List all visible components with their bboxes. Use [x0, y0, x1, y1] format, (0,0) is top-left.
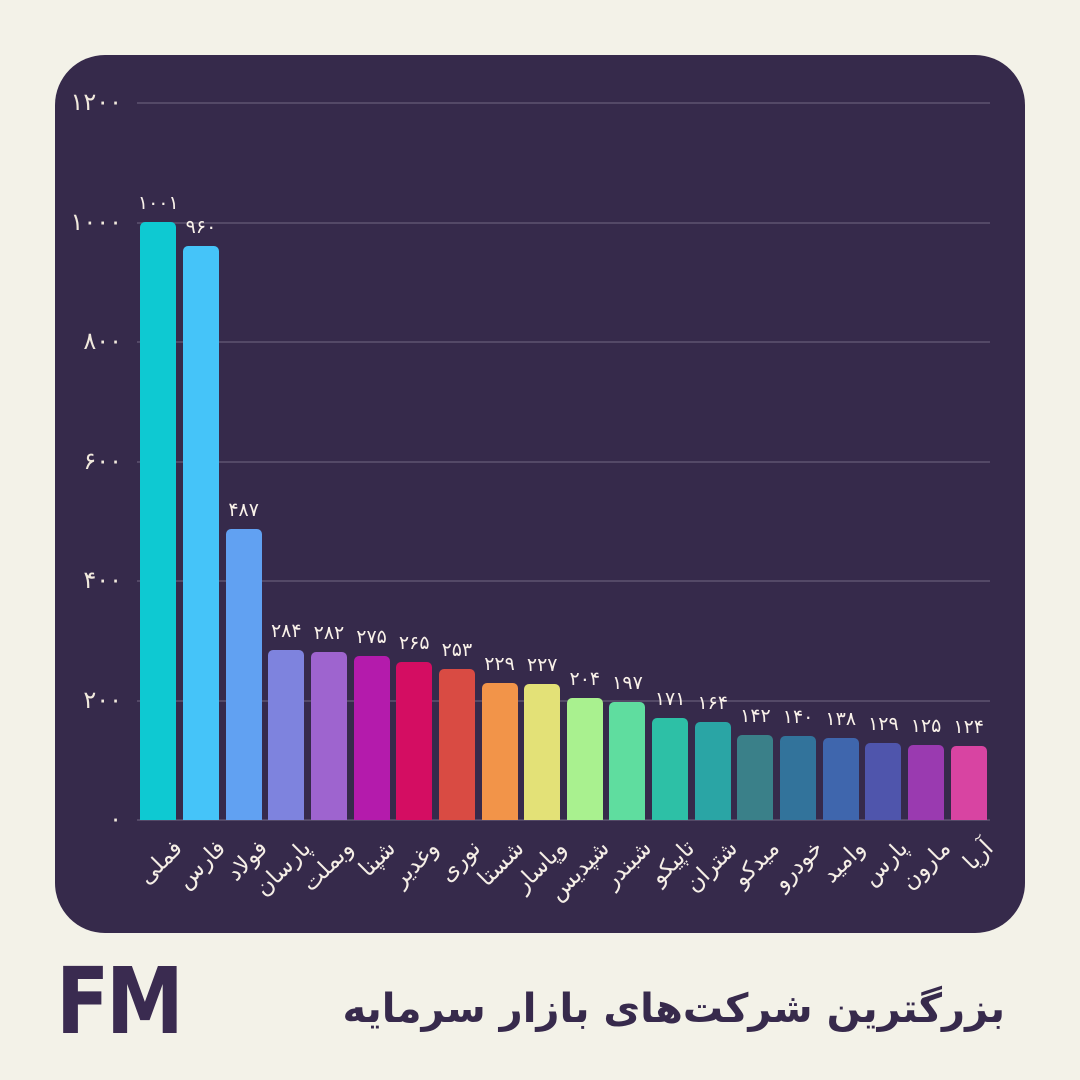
bar-value-label: ۱۴۲	[740, 705, 771, 728]
bar-value-label: ۱۰۰۱	[137, 191, 179, 214]
bar	[865, 742, 902, 820]
bar	[737, 735, 774, 820]
y-axis-tick-label: ۲۰۰	[83, 685, 122, 714]
bar-value-label: ۲۲۹	[484, 653, 515, 676]
gridline	[137, 102, 990, 104]
bar-value-label: ۱۶۴	[697, 692, 729, 714]
bar	[652, 717, 689, 820]
bar-value-label: ۲۰۴	[569, 668, 601, 691]
gridline	[137, 460, 990, 463]
bar	[908, 745, 945, 820]
bar	[140, 221, 177, 820]
bar-value-label: ۲۶۵	[398, 631, 430, 654]
bar-value-label: ۲۲۷	[526, 654, 558, 677]
bar	[694, 722, 731, 820]
y-axis-tick-label: ۰	[109, 805, 122, 833]
bar-value-label: ۲۷۵	[356, 625, 387, 648]
bar-value-label: ۲۸۲	[313, 621, 345, 644]
gridline	[137, 221, 990, 224]
gridline	[137, 341, 990, 343]
y-axis-tick-label: ۱۰۰۰	[70, 207, 122, 236]
bar-value-label: ۱۳۸	[825, 707, 857, 730]
gridline	[137, 819, 990, 821]
bar-value-label: ۱۴۰	[782, 706, 814, 729]
bar	[396, 661, 433, 820]
gridline	[137, 699, 990, 702]
bar	[438, 668, 475, 820]
bar	[609, 702, 646, 820]
bar	[182, 246, 219, 820]
bar-value-label: ۱۷۱	[654, 687, 686, 710]
bar-value-label: ۹۶۰	[185, 216, 217, 239]
bar-value-label: ۱۲۵	[910, 715, 942, 738]
bar	[268, 650, 305, 820]
bar	[310, 651, 347, 820]
bar	[780, 736, 817, 820]
bar	[950, 745, 987, 820]
bar-value-label: ۲۸۴	[270, 620, 302, 643]
bar-value-label: ۴۸۷	[228, 499, 259, 522]
bar-value-label: ۱۹۷	[612, 672, 643, 695]
bar	[524, 684, 561, 820]
bar	[822, 737, 859, 820]
y-axis-tick-label: ۴۰۰	[83, 566, 122, 594]
bar	[225, 529, 262, 820]
bar	[566, 698, 603, 820]
y-axis-tick-label: ۶۰۰	[83, 446, 122, 475]
bar-value-label: ۱۲۴	[953, 715, 984, 738]
chart-title: بزرگترین شرکت‌های بازار سرمایه	[342, 986, 1005, 1032]
y-axis-tick-label: ۱۲۰۰	[70, 88, 122, 116]
fm-logo: FM	[56, 948, 184, 1055]
gridline	[137, 580, 990, 582]
bar-value-label: ۱۲۹	[868, 712, 899, 735]
bar	[353, 655, 390, 820]
y-axis-tick-label: ۸۰۰	[83, 327, 122, 355]
bar-value-label: ۲۵۳	[441, 638, 473, 661]
bar	[481, 683, 518, 820]
